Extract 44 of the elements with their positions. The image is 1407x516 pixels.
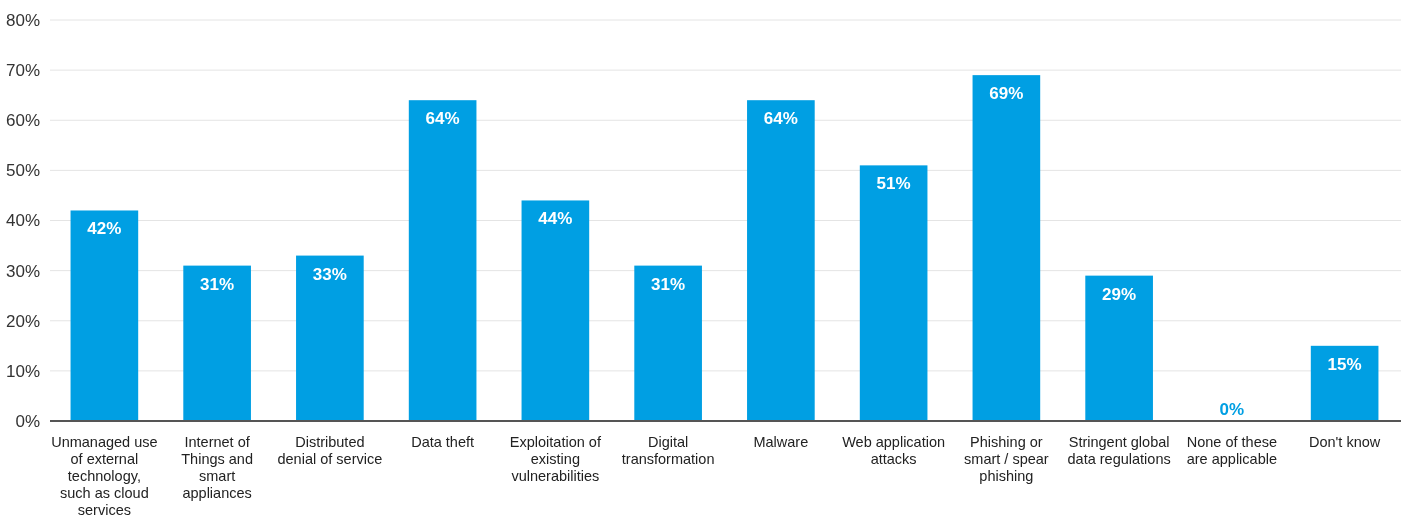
bar [634, 265, 702, 421]
data-label: 31% [651, 274, 686, 294]
bar [296, 255, 364, 421]
y-tick-label: 50% [5, 161, 40, 181]
data-label: 0% [1219, 400, 1245, 419]
y-tick-label: 20% [5, 311, 40, 331]
x-tick-label: Data theft [411, 434, 475, 450]
x-tick-label: Stringent global data regulations [1067, 434, 1171, 467]
y-tick-label: 80% [5, 10, 40, 30]
bar [859, 165, 928, 421]
x-tick-label: Don't know [1308, 434, 1381, 450]
data-label: 64% [425, 109, 460, 129]
data-label: 29% [1102, 284, 1137, 304]
bar [1085, 275, 1153, 421]
bar [1310, 345, 1379, 421]
y-tick-label: 30% [5, 261, 40, 281]
data-label: 15% [1327, 354, 1362, 374]
y-tick-label: 0% [15, 411, 40, 431]
x-tick-label: Malware [753, 434, 809, 450]
bar [183, 265, 251, 421]
x-tick-label: Web application attacks [842, 434, 946, 467]
x-tick-label: Distributed denial of service [277, 434, 383, 467]
bar [747, 100, 815, 421]
x-tick-label: None of these are applicable [1186, 434, 1278, 467]
bar [70, 210, 139, 421]
y-tick-label: 60% [5, 111, 40, 131]
data-label: 42% [87, 219, 122, 239]
x-tick-label: Unmanaged use of external technology, such as cloud services [51, 434, 158, 516]
x-tick-label: Phishing or smart / spear phishing [964, 434, 1049, 484]
data-label: 31% [200, 274, 235, 294]
bar [408, 100, 477, 421]
bar [972, 75, 1041, 421]
x-tick-label: Internet of Things and smart appliances [181, 434, 253, 501]
x-tick-label: Digital transformation [621, 434, 715, 467]
data-label: 33% [312, 264, 347, 284]
y-tick-label: 10% [5, 361, 40, 381]
data-label: 51% [876, 174, 911, 194]
data-label: 44% [538, 209, 573, 229]
y-tick-label: 40% [5, 211, 40, 231]
data-label: 64% [763, 109, 798, 129]
x-tick-label: Exploitation of existing vulnerabilities [509, 434, 602, 484]
bar [521, 200, 590, 421]
y-tick-label: 70% [5, 61, 40, 81]
data-label: 69% [989, 84, 1024, 104]
